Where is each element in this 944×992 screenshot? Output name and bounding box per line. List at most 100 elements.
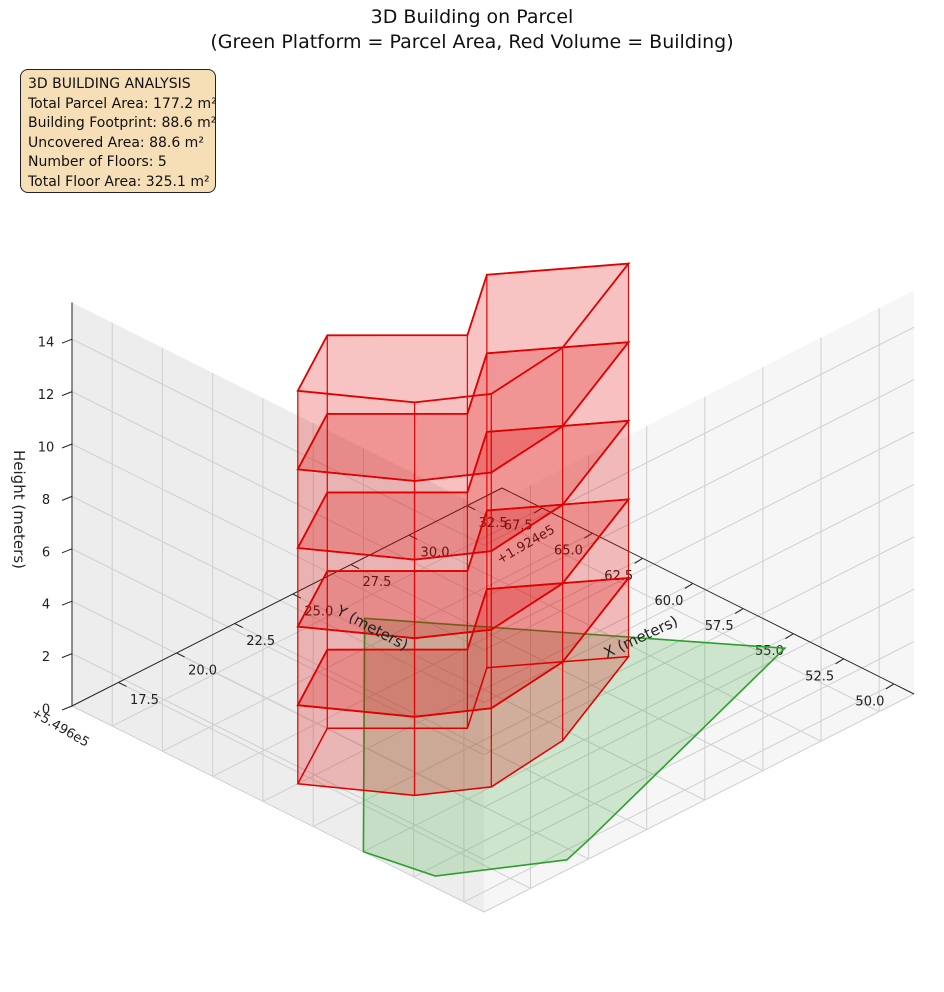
floor-wall [414,629,492,718]
x-tick [835,658,844,665]
chart-subtitle: (Green Platform = Parcel Area, Red Volum… [210,31,734,53]
z-tick-label: 8 [42,493,50,508]
info-line-parcel-area: Total Parcel Area: 177.2 m² [28,95,217,112]
grid-line-z-wall [71,338,485,546]
x-tick [885,683,895,690]
z-tick-label: 14 [38,336,55,351]
x-tick [584,532,593,539]
x-tick-label: 57.5 [705,619,734,634]
y-tick-label: 32.5 [479,516,508,531]
y-tick [234,623,243,628]
y-tick-label: 22.5 [246,634,275,649]
axis-panes [72,290,914,912]
x-tick [634,557,643,564]
grid-line-y-floor [292,593,706,801]
z-tick [61,495,73,501]
y-tick-label: 17.5 [130,693,159,708]
x-tick-label: 65.0 [554,544,583,559]
grid-line-x-floor [262,583,694,802]
x-axis-line [501,487,915,695]
grid-line-z-wall [483,641,915,861]
x-tick [684,583,694,589]
grid-line-z-wall [71,443,485,651]
y-offset-label: +5.496e5 [28,705,91,750]
parcel-polygon [362,617,787,877]
grid-line-z-wall [483,588,915,808]
grid-line-z-wall [71,653,485,861]
grid-line-y-floor [234,623,647,830]
floor-wall [297,468,416,561]
z-tick [61,548,73,554]
z-tick [61,338,73,344]
grid-lines [71,308,915,913]
z-tick [61,391,73,397]
z-tick-label: 12 [38,388,55,403]
floor-wall [414,707,492,797]
info-line-floor-area: Total Floor Area: 325.1 m² [28,173,210,190]
y-tick [176,652,185,658]
info-line-floors: Number of Floors: 5 [28,154,167,171]
z-tick-label: 0 [42,703,50,718]
y-tick-label: 25.0 [304,605,333,620]
z-tick [61,705,73,711]
floor-wall [297,390,416,482]
grid-line-x-floor [363,633,794,853]
x-tick-label: 52.5 [805,669,834,684]
z-tick [61,443,73,449]
y-tick-label: 20.0 [188,663,217,678]
grid-line-x-floor [463,683,895,903]
building-floor-4 [296,340,631,561]
floor-wall [297,704,416,797]
grid-line-x-floor [413,658,844,878]
grid-line-z-wall [483,431,915,651]
info-box-header: 3D BUILDING ANALYSIS [28,76,191,92]
back-wall-x-pane [484,290,914,912]
z-tick [61,600,73,606]
z-axis-label: Height (meters) [10,450,28,569]
building-floor-3 [296,419,631,639]
grid-line-z-wall [483,536,915,756]
grid-line-z-wall [483,693,915,913]
grid-line-x-floor [312,608,744,828]
grid-line-z-wall [71,495,485,703]
chart-title: 3D Building on Parcel [370,6,574,28]
y-tick [408,534,418,540]
floor-wall [414,471,492,561]
z-tick-label: 6 [42,545,50,560]
z-tick-label: 10 [38,441,55,456]
floor-wall [414,393,492,482]
back-wall-y-pane [72,302,484,912]
y-tick [292,593,302,599]
z-tick-label: 2 [42,650,50,665]
floor-top [296,262,631,404]
grid-line-z-wall [483,379,915,599]
info-box: 3D BUILDING ANALYSIS Total Parcel Area: … [20,69,217,193]
grid-line-y-floor [408,534,822,742]
y-tick [350,564,360,570]
floor-wall [414,550,492,639]
grid-line-x-floor [162,532,593,752]
building-geometry [296,262,787,877]
x-tick-label: 60.0 [654,594,683,609]
x-tick [533,507,543,514]
z-tick-label: 4 [42,598,50,613]
info-line-uncovered: Uncovered Area: 88.6 m² [28,134,204,151]
grid-line-y-floor [466,505,880,713]
building-floor-1 [296,576,631,797]
grid-line-z-wall [71,548,485,756]
y-tick-label: 27.5 [362,575,391,590]
x-tick [734,608,744,615]
grid-line-y-floor [118,681,531,889]
z-tick [61,653,73,659]
grid-line-z-wall [71,600,485,808]
y-axis-line [71,487,503,707]
y-tick [466,505,476,511]
x-tick-label: 50.0 [855,694,884,709]
grid-line-z-wall [71,391,485,599]
info-line-footprint: Building Footprint: 88.6 m² [28,115,217,132]
grid-line-x-floor [212,557,643,777]
y-tick [118,681,127,687]
x-tick [785,633,794,640]
building-floor-5 [296,262,631,482]
